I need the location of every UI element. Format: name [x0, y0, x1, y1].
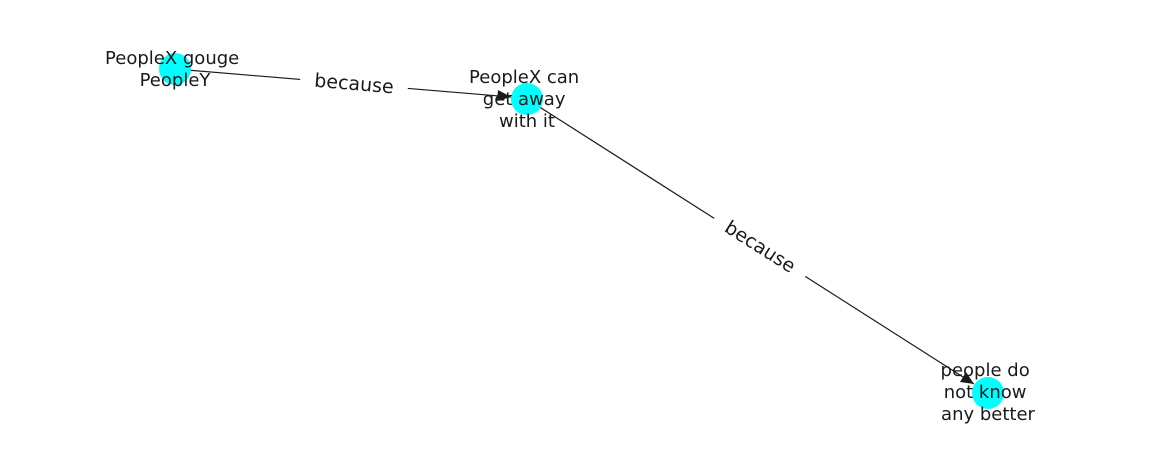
edge-because-2: because	[526, 98, 975, 385]
edges-layer: because because	[174, 65, 975, 385]
arrowhead-1	[497, 90, 511, 101]
node-label-3-line-3: any better	[941, 404, 1036, 425]
node-label-2-line-1: PeopleX can	[469, 67, 579, 88]
arrowhead-2	[960, 372, 974, 384]
node-label-1: PeopleX gouge PeopleY	[105, 48, 245, 91]
node-label-1-line-2: PeopleY	[140, 70, 212, 91]
edge-label-2: because	[721, 216, 800, 277]
edge-label-bg-2	[706, 206, 814, 288]
edge-because-1: because	[174, 65, 512, 103]
node-label-3-line-1: people do	[941, 360, 1030, 381]
node-people-do-not-know-any-better: people do not know any better	[941, 360, 1036, 425]
node-peoplex-gouge-peopley: PeopleX gouge PeopleY	[105, 48, 245, 91]
node-peoplex-can-get-away-with-it: PeopleX can get away with it	[469, 67, 585, 132]
node-label-3-line-2: not know	[944, 382, 1027, 403]
node-label-2-line-2: get away	[483, 89, 566, 110]
node-circle-3	[972, 377, 1004, 409]
node-label-1-line-1: PeopleX gouge	[105, 48, 239, 69]
node-label-2: PeopleX can get away with it	[469, 67, 585, 132]
node-label-3: people do not know any better	[941, 360, 1036, 425]
node-circle-2	[511, 83, 543, 115]
edge-label-bg-1	[299, 65, 409, 103]
node-circle-1	[159, 53, 191, 85]
node-label-2-line-3: with it	[499, 111, 555, 132]
nodes-layer: PeopleX gouge PeopleY PeopleX can get aw…	[105, 48, 1036, 425]
